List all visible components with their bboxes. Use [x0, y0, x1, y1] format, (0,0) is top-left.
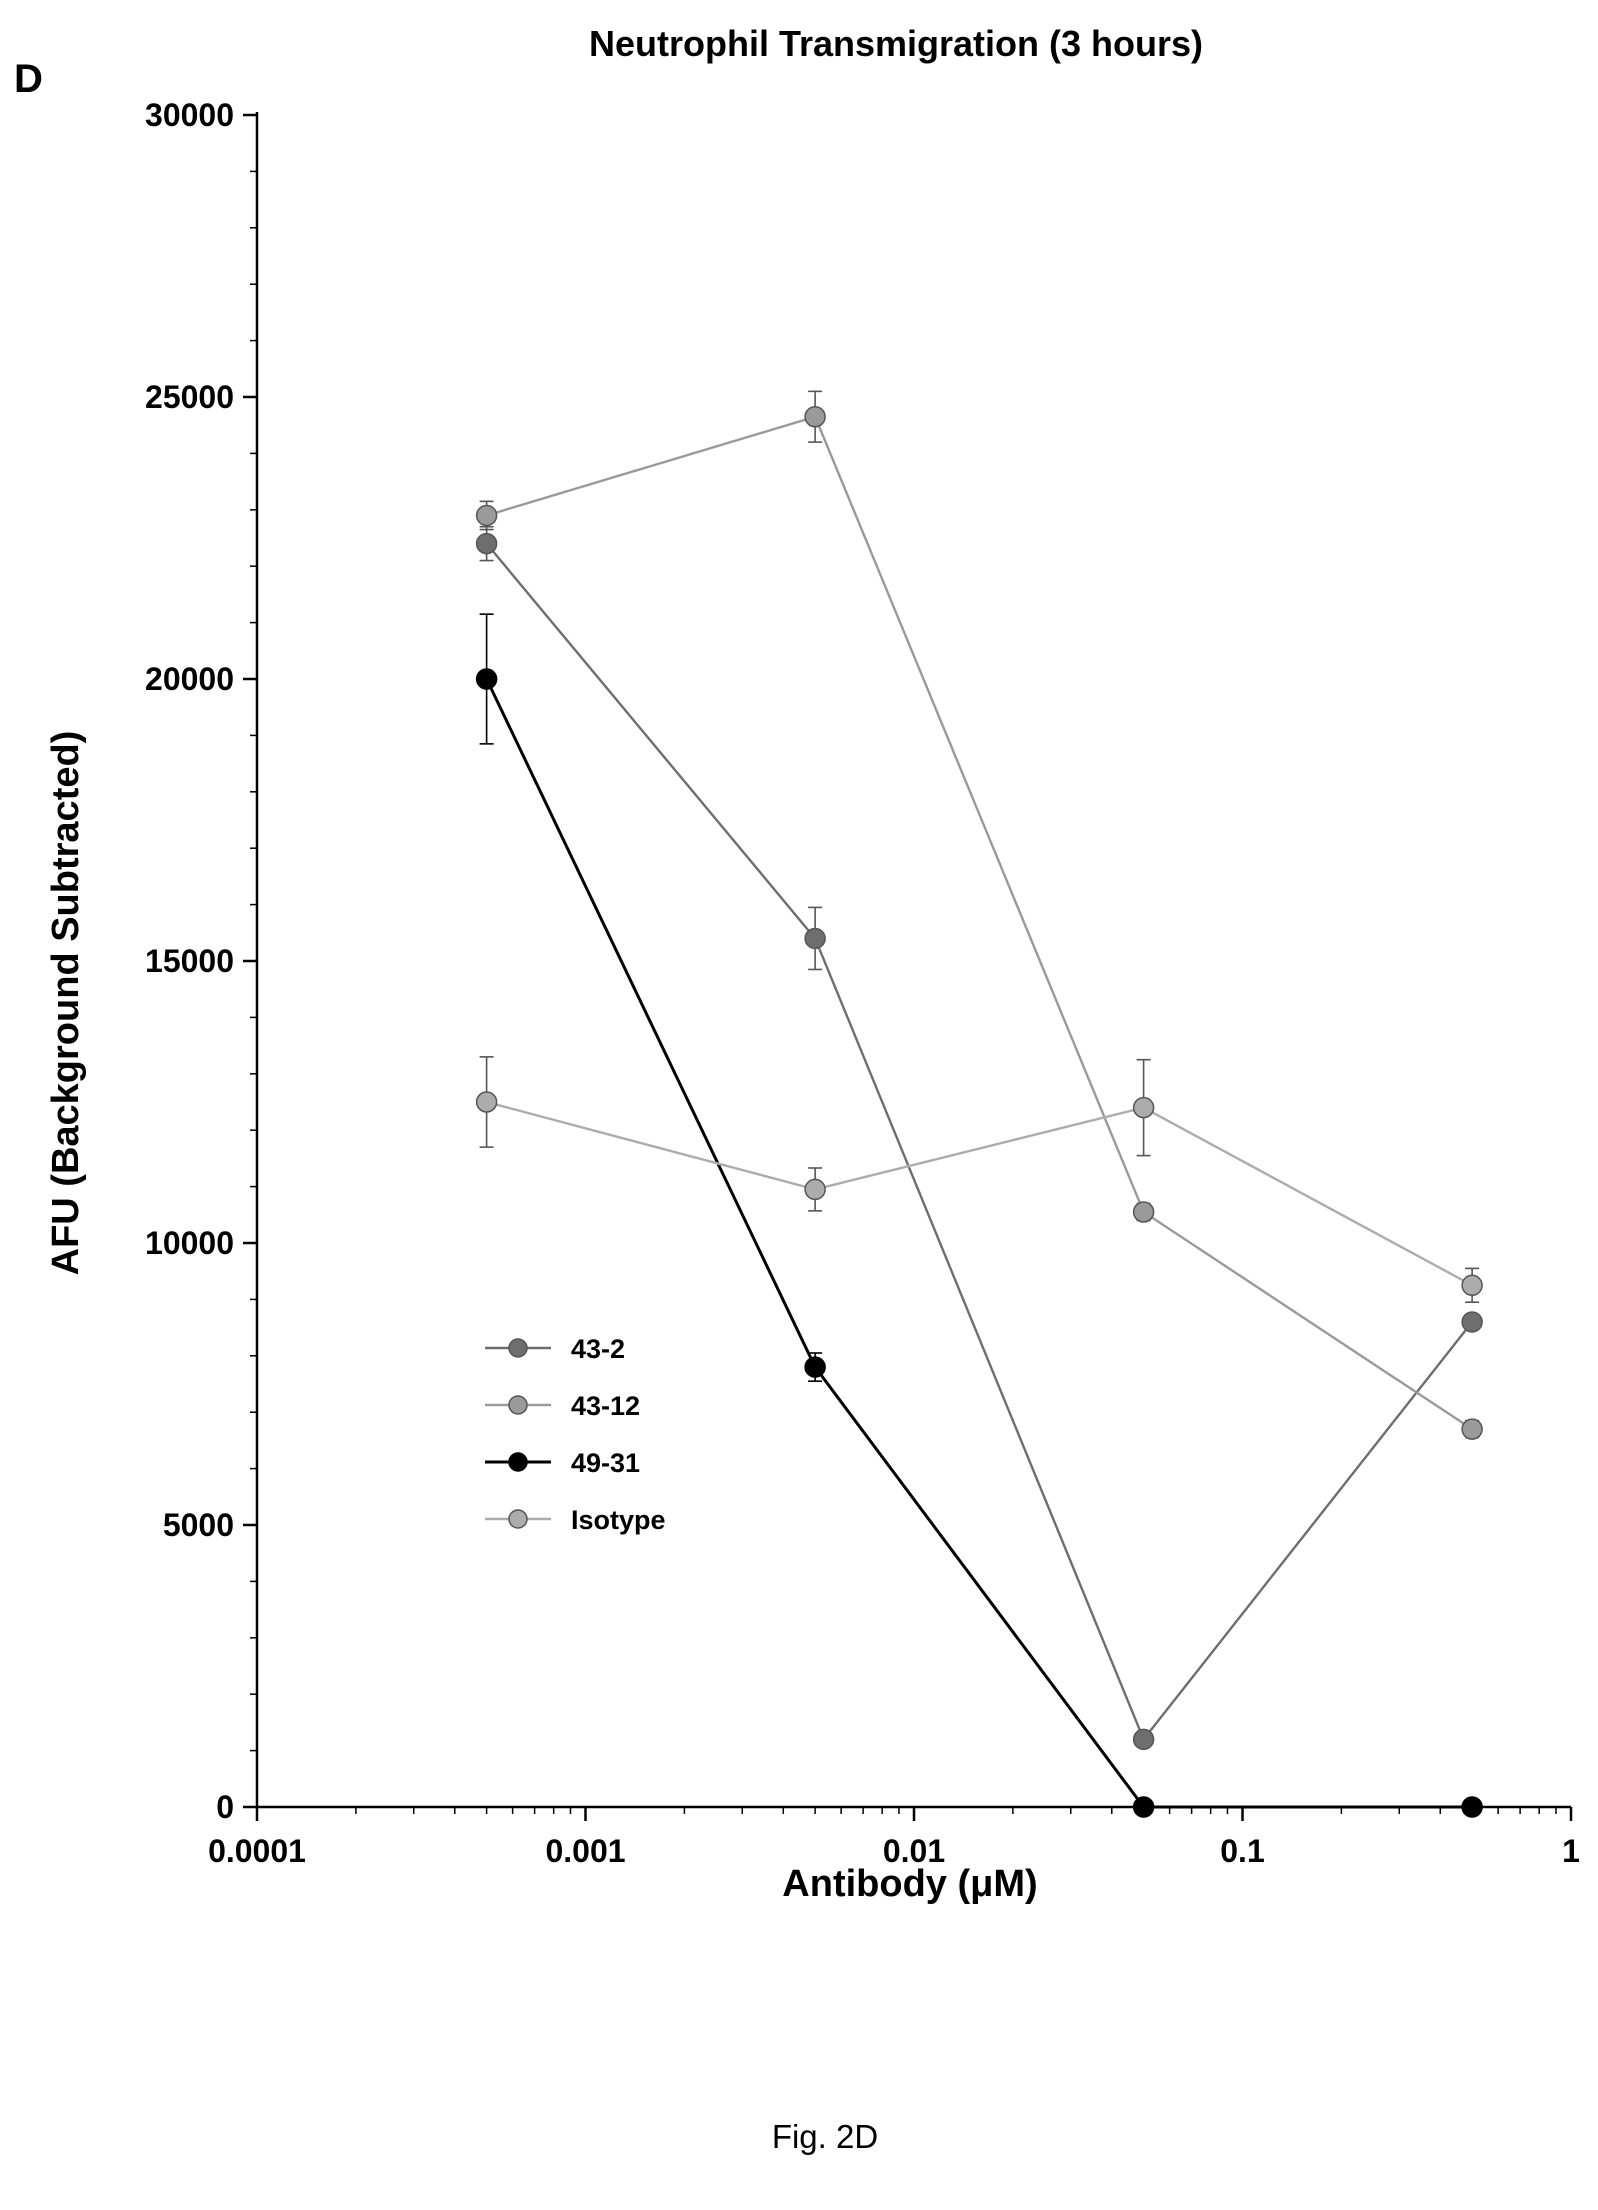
x-tick-label: 0.1: [1220, 1833, 1264, 1869]
data-point: [1461, 1796, 1483, 1818]
series-line: [485, 678, 1473, 1809]
legend-marker: [508, 1338, 528, 1358]
data-point: [1461, 1418, 1483, 1440]
legend-item: Isotype: [485, 1505, 666, 1535]
data-point: [1132, 1096, 1155, 1119]
legend-item: 43-12: [485, 1391, 640, 1421]
y-tick-label: 0: [216, 1789, 234, 1825]
data-point: [804, 1356, 826, 1378]
legend-label: Isotype: [571, 1505, 666, 1535]
x-axis-label: Antibody (μM): [782, 1863, 1037, 1905]
data-point: [475, 532, 498, 555]
y-tick-label: 10000: [145, 1225, 234, 1261]
series-line: [486, 415, 1473, 1431]
y-tick-label: 25000: [145, 379, 234, 415]
series-43-12: [475, 390, 1483, 1440]
legend-label: 43-2: [571, 1334, 625, 1364]
data-point: [1461, 1311, 1483, 1333]
legend-label: 49-31: [571, 1448, 640, 1478]
x-tick-label: 0.001: [545, 1833, 625, 1869]
x-tick-label: 1: [1562, 1833, 1580, 1869]
y-axis-label: AFU (Background Subtracted): [45, 731, 87, 1276]
legend-marker: [508, 1452, 528, 1472]
y-tick-label: 20000: [145, 661, 234, 697]
series-49-31: [475, 613, 1483, 1818]
data-point: [1461, 1274, 1483, 1297]
legend-item: 49-31: [485, 1448, 640, 1478]
legend-marker: [508, 1509, 528, 1529]
chart-title: Neutrophil Transmigration (3 hours): [589, 23, 1203, 64]
data-point: [804, 927, 826, 950]
data-point: [475, 668, 498, 690]
legend: 43-2 43-12 49-31 Isotype: [485, 1334, 666, 1535]
data-point: [804, 1178, 826, 1201]
series-Isotype: [475, 1056, 1483, 1304]
x-tick-label: 0.01: [883, 1833, 945, 1869]
series-layer: [475, 390, 1483, 1818]
legend-label: 43-12: [571, 1391, 640, 1421]
figure-caption: Fig. 2D: [772, 2118, 878, 2155]
y-tick-label: 15000: [145, 943, 234, 979]
data-point: [1132, 1728, 1155, 1751]
legend-item: 43-2: [485, 1334, 625, 1364]
series-line: [485, 542, 1474, 1742]
y-tick-label: 5000: [163, 1507, 234, 1543]
series-43-2: [475, 525, 1483, 1751]
x-axis-ticks: 0.0001 0.001 0.01 0.1 1: [208, 1807, 1580, 1869]
x-tick-label: 0.0001: [208, 1833, 306, 1869]
data-point: [1132, 1201, 1155, 1223]
data-point: [1132, 1796, 1155, 1818]
series-line: [486, 1100, 1473, 1287]
y-axis-ticks: 0 5000 10000 15000 20000 25000 30000: [145, 97, 257, 1825]
data-point: [475, 1091, 498, 1113]
legend-marker: [508, 1395, 528, 1415]
data-point: [475, 504, 498, 527]
axes: [255, 112, 1571, 1809]
panel-letter: D: [14, 57, 43, 101]
y-tick-label: 30000: [145, 97, 234, 133]
data-point: [804, 405, 826, 428]
